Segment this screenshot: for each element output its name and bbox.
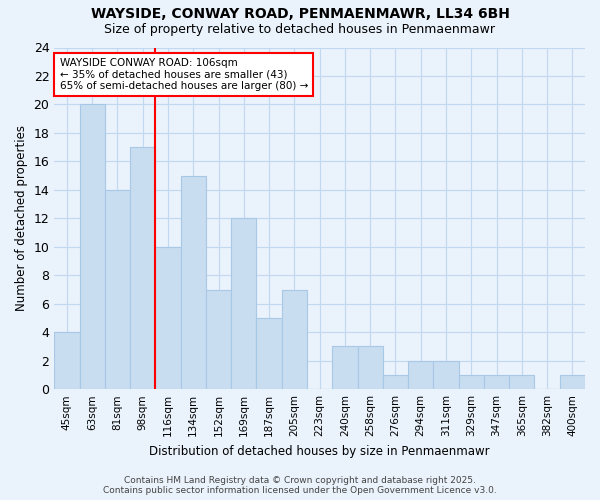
Bar [130, 147, 155, 389]
Bar [282, 290, 307, 389]
Bar [231, 218, 256, 389]
Bar [80, 104, 105, 389]
Bar [408, 360, 433, 389]
Bar [358, 346, 383, 389]
Text: Contains HM Land Registry data © Crown copyright and database right 2025.
Contai: Contains HM Land Registry data © Crown c… [103, 476, 497, 495]
Bar [458, 375, 484, 389]
Bar [332, 346, 358, 389]
Text: Size of property relative to detached houses in Penmaenmawr: Size of property relative to detached ho… [104, 22, 496, 36]
Text: WAYSIDE CONWAY ROAD: 106sqm
← 35% of detached houses are smaller (43)
65% of sem: WAYSIDE CONWAY ROAD: 106sqm ← 35% of det… [59, 58, 308, 91]
Bar [206, 290, 231, 389]
Bar [155, 247, 181, 389]
Text: WAYSIDE, CONWAY ROAD, PENMAENMAWR, LL34 6BH: WAYSIDE, CONWAY ROAD, PENMAENMAWR, LL34 … [91, 8, 509, 22]
Bar [256, 318, 282, 389]
X-axis label: Distribution of detached houses by size in Penmaenmawr: Distribution of detached houses by size … [149, 444, 490, 458]
Bar [383, 375, 408, 389]
Bar [54, 332, 80, 389]
Bar [509, 375, 535, 389]
Bar [181, 176, 206, 389]
Y-axis label: Number of detached properties: Number of detached properties [15, 126, 28, 312]
Bar [484, 375, 509, 389]
Bar [105, 190, 130, 389]
Bar [433, 360, 458, 389]
Bar [560, 375, 585, 389]
